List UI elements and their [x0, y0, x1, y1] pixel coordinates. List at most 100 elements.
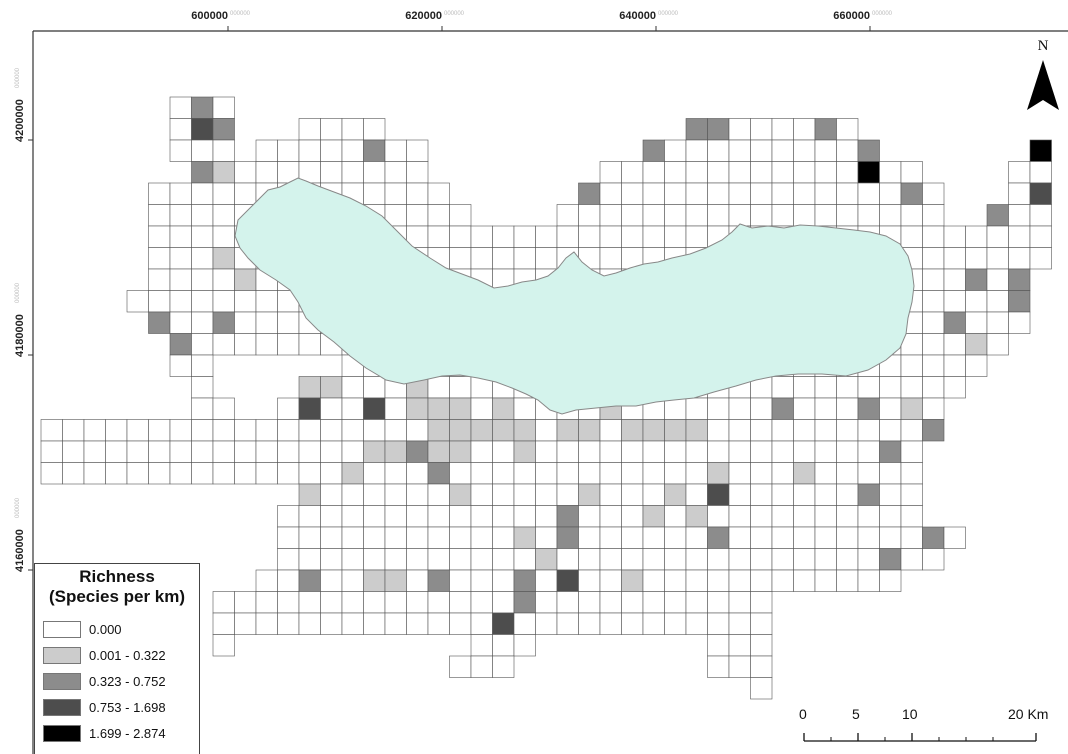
- grid-cell: [728, 483, 751, 506]
- grid-cell: [449, 483, 472, 506]
- grid-cell: [320, 139, 343, 162]
- grid-cell: [320, 612, 343, 635]
- grid-cell: [879, 376, 902, 399]
- grid-cell: [363, 569, 386, 592]
- grid-cell: [750, 505, 773, 528]
- grid-cell: [685, 118, 708, 141]
- grid-cell: [857, 569, 880, 592]
- grid-cell: [255, 419, 278, 442]
- grid-cell: [255, 440, 278, 463]
- grid-cell: [728, 440, 751, 463]
- grid-cell: [707, 204, 730, 227]
- grid-cell: [707, 182, 730, 205]
- grid-cell: [1029, 204, 1052, 227]
- grid-cell: [427, 483, 450, 506]
- grid-cell: [40, 462, 63, 485]
- grid-cell: [793, 462, 816, 485]
- grid-cell: [320, 440, 343, 463]
- grid-cell: [169, 247, 192, 270]
- grid-cell: [621, 505, 644, 528]
- grid-cell: [836, 440, 859, 463]
- grid-cell: [599, 569, 622, 592]
- grid-cell: [298, 376, 321, 399]
- grid-cell: [191, 96, 214, 119]
- grid-cell: [943, 333, 966, 356]
- grid-cell: [556, 440, 579, 463]
- grid-cell: [642, 225, 665, 248]
- grid-cell: [599, 225, 622, 248]
- grid-cell: [449, 397, 472, 420]
- scale-label-5: 5: [852, 706, 860, 722]
- grid-cell: [470, 548, 493, 571]
- grid-cell: [513, 569, 536, 592]
- grid-cell: [728, 161, 751, 184]
- grid-cell: [621, 419, 644, 442]
- grid-cell: [298, 118, 321, 141]
- grid-cell: [169, 204, 192, 227]
- legend-swatch: [43, 698, 81, 716]
- grid-cell: [578, 462, 601, 485]
- grid-cell: [922, 397, 945, 420]
- grid-cell: [793, 569, 816, 592]
- legend-item: 0.000: [43, 619, 122, 639]
- grid-cell: [599, 161, 622, 184]
- x-tick-sublabel: 000000: [872, 11, 893, 17]
- grid-cell: [750, 483, 773, 506]
- grid-cell: [320, 118, 343, 141]
- grid-cell: [621, 612, 644, 635]
- grid-cell: [492, 591, 515, 614]
- grid-cell: [642, 505, 665, 528]
- grid-cell: [148, 462, 171, 485]
- grid-cell: [126, 462, 149, 485]
- grid-cell: [900, 225, 923, 248]
- grid-cell: [814, 462, 837, 485]
- grid-cell: [212, 311, 235, 334]
- grid-cell: [728, 591, 751, 614]
- grid-cell: [341, 139, 364, 162]
- grid-cell: [857, 548, 880, 571]
- grid-cell: [470, 612, 493, 635]
- grid-cell: [341, 376, 364, 399]
- grid-cell: [621, 548, 644, 571]
- grid-cell: [578, 526, 601, 549]
- grid-cell: [212, 419, 235, 442]
- x-tick-label: 600000: [191, 10, 228, 22]
- grid-cell: [556, 204, 579, 227]
- grid-cell: [298, 548, 321, 571]
- grid-cell: [191, 397, 214, 420]
- grid-cell: [212, 247, 235, 270]
- grid-cell: [771, 483, 794, 506]
- legend-title-line2: (Species per km): [48, 587, 186, 606]
- grid-cell: [642, 204, 665, 227]
- grid-cell: [105, 462, 128, 485]
- grid-cell: [685, 548, 708, 571]
- north-arrow: N: [1024, 38, 1062, 114]
- grid-cell: [578, 225, 601, 248]
- grid-cell: [707, 634, 730, 657]
- grid-cell: [750, 548, 773, 571]
- grid-cell: [298, 526, 321, 549]
- grid-cell: [642, 612, 665, 635]
- grid-cell: [449, 419, 472, 442]
- grid-cell: [599, 462, 622, 485]
- grid-cell: [255, 161, 278, 184]
- grid-cell: [255, 311, 278, 334]
- grid-cell: [384, 591, 407, 614]
- grid-cell: [191, 204, 214, 227]
- grid-cell: [943, 290, 966, 313]
- grid-cell: [642, 591, 665, 614]
- grid-cell: [513, 505, 536, 528]
- grid-cell: [234, 591, 257, 614]
- y-tick-sublabel: 000000: [15, 497, 21, 518]
- grid-cell: [191, 139, 214, 162]
- grid-cell: [664, 397, 687, 420]
- grid-cell: [406, 462, 429, 485]
- grid-cell: [384, 397, 407, 420]
- grid-cell: [384, 505, 407, 528]
- grid-cell: [771, 548, 794, 571]
- grid-cell: [191, 354, 214, 377]
- grid-cell: [234, 290, 257, 313]
- grid-cell: [728, 548, 751, 571]
- grid-cell: [191, 462, 214, 485]
- grid-cell: [556, 419, 579, 442]
